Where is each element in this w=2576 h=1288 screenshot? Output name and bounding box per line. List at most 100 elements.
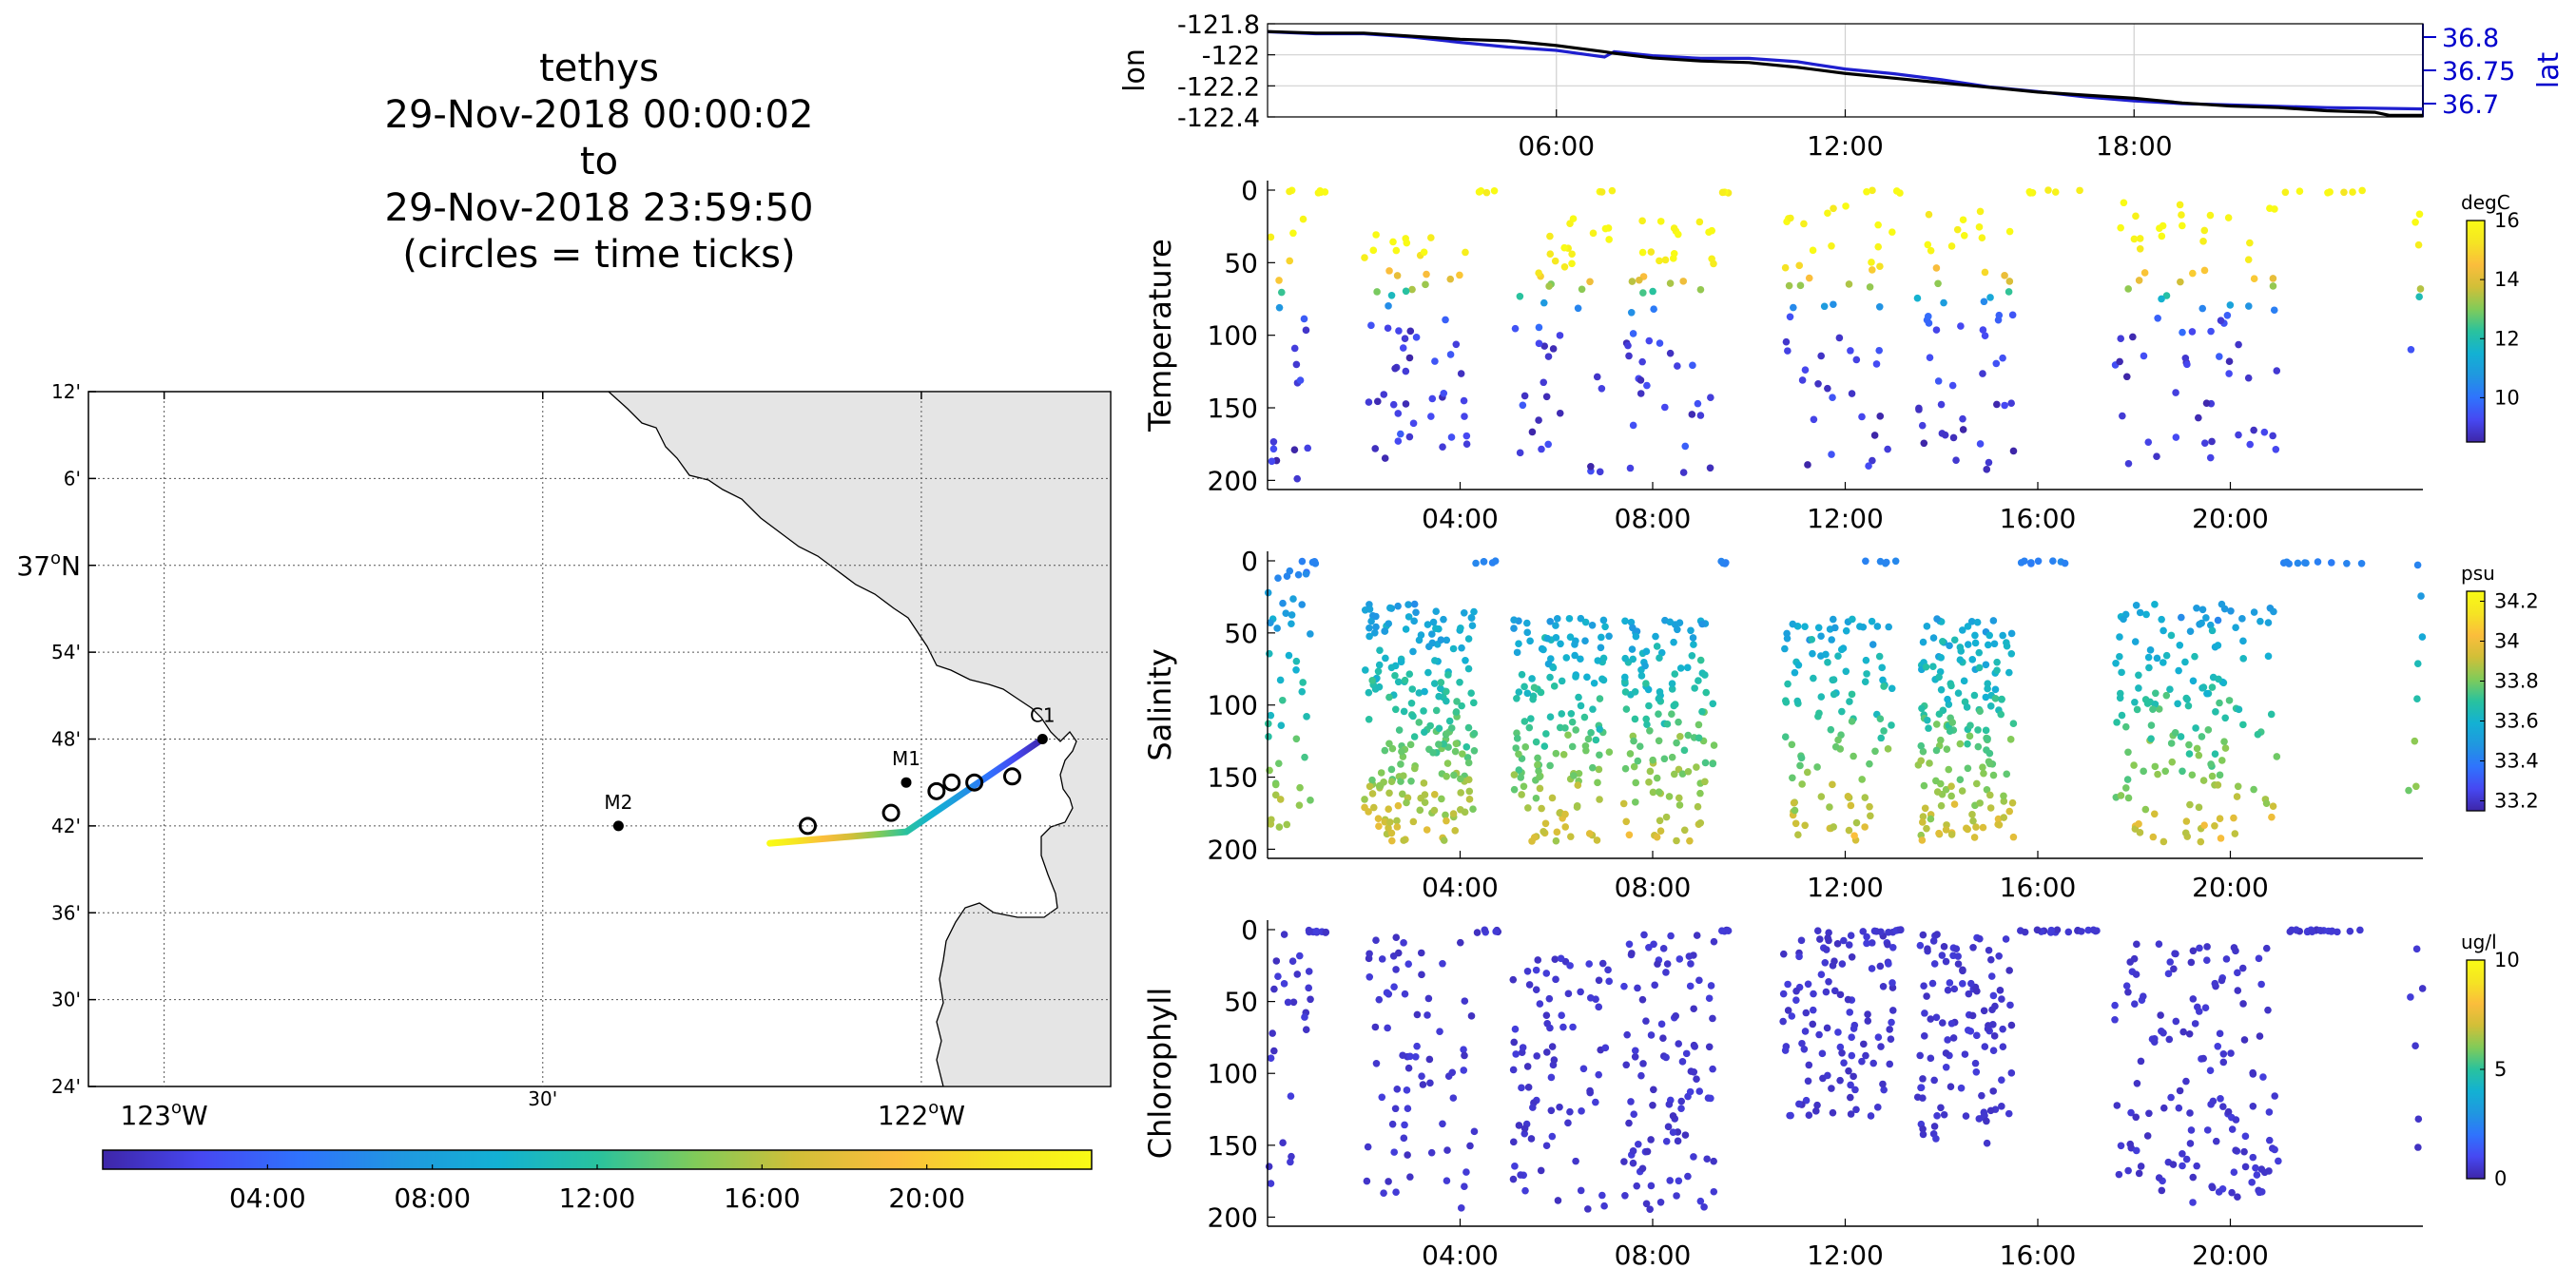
salinity-y-tick-label: 0: [1241, 546, 1258, 577]
salinity-sample-point: [1848, 690, 1856, 699]
chlorophyll-sample-point: [2166, 958, 2175, 966]
temperature-sample-point: [1452, 340, 1461, 349]
salinity-sample-point: [1271, 780, 1280, 789]
salinity-sample-point: [1457, 775, 1464, 783]
time-tick-circle: [1002, 767, 1021, 786]
salinity-sample-point: [1991, 695, 2000, 702]
temperature-sample-point: [1925, 319, 1933, 327]
chlorophyll-sample-point: [1968, 1011, 1977, 1020]
temperature-sample-point: [1384, 324, 1392, 333]
temperature-sample-point: [2414, 240, 2423, 249]
temperature-sample-point: [1824, 209, 1831, 218]
lon-axis-label: lon: [1118, 48, 1152, 92]
salinity-sample-point: [1543, 634, 1552, 643]
chlorophyll-sample-point: [1990, 1032, 1999, 1040]
salinity-sample-point: [1929, 663, 1937, 671]
salinity-sample-point: [1572, 726, 1579, 734]
salinity-sample-point: [1696, 818, 1705, 827]
temperature-sample-point: [1394, 437, 1403, 445]
salinity-sample-point: [1885, 623, 1892, 631]
salinity-sample-point: [2195, 751, 2203, 759]
chlorophyll-sample-point: [1959, 980, 1966, 988]
salinity-sample-point: [1298, 687, 1307, 696]
chlorophyll-sample-point: [1985, 946, 1993, 954]
chlorophyll-sample-point: [1928, 979, 1937, 988]
chlorophyll-sample-point: [2262, 944, 2271, 952]
salinity-sample-point: [1467, 614, 1476, 622]
temperature-sample-point: [1286, 257, 1294, 265]
temperature-sample-point: [2235, 340, 2242, 349]
salinity-sample-point: [1660, 755, 1669, 763]
chlorophyll-sample-point: [1961, 1050, 1969, 1058]
salinity-sample-point: [1822, 650, 1830, 659]
salinity-sample-point: [1590, 679, 1598, 687]
salinity-sample-point: [1880, 727, 1888, 735]
salinity-sample-point: [2116, 652, 2123, 661]
temperature-sample-point: [2200, 439, 2209, 447]
chlorophyll-sample-point: [1846, 1009, 1854, 1016]
salinity-sample-point: [1696, 789, 1704, 798]
chlorophyll-sample-point: [1392, 966, 1400, 973]
chlorophyll-sample-point: [1302, 1026, 1310, 1034]
chlorophyll-sample-point: [1684, 1172, 1692, 1181]
chlorophyll-sample-point: [1542, 970, 1551, 977]
chlorophyll-sample-point: [1996, 987, 2005, 994]
salinity-sample-point: [1643, 721, 1651, 729]
salinity-sample-point: [1964, 764, 1972, 773]
temperature-sample-point: [1805, 274, 1813, 282]
temperature-sample-point: [1624, 341, 1632, 350]
salinity-sample-point: [2120, 615, 2127, 624]
salinity-sample-point: [1361, 796, 1368, 803]
chlorophyll-sample-point: [1647, 1182, 1656, 1190]
chlorophyll-sample-point: [1836, 1076, 1844, 1085]
salinity-sample-point: [2151, 762, 2160, 771]
chlorophyll-sample-point: [2132, 1146, 2140, 1155]
temperature-sample-point: [2129, 333, 2137, 341]
salinity-sample-point: [2009, 720, 2018, 728]
chlorophyll-sample-point: [1604, 966, 1612, 974]
salinity-sample-point: [1698, 707, 1706, 716]
salinity-sample-point: [1374, 667, 1383, 676]
salinity-sample-point: [1308, 558, 1317, 567]
salinity-sample-point: [1491, 557, 1500, 565]
chlorophyll-sample-point: [1952, 945, 1961, 952]
temperature-sample-point: [1681, 442, 1690, 451]
chlorophyll-sample-point: [1287, 1092, 1295, 1100]
temperature-sample-point: [1402, 367, 1410, 375]
salinity-sample-point: [1447, 724, 1456, 732]
temperature-sample-point: [1940, 298, 1947, 307]
temperature-sample-point: [1992, 359, 2001, 368]
salinity-sample-point: [1402, 625, 1410, 633]
salinity-sample-point: [2185, 740, 2193, 749]
chlorophyll-sample-point: [1927, 1054, 1935, 1063]
chlorophyll-sample-point: [1551, 955, 1559, 963]
salinity-sample-point: [1798, 780, 1806, 788]
chlorophyll-sample-point: [2111, 1015, 2119, 1024]
station-marker: [1036, 734, 1048, 744]
salinity-points: [1264, 557, 2427, 846]
chlorophyll-sample-point: [2131, 1000, 2139, 1009]
temperature-sample-point: [1643, 381, 1651, 390]
temperature-sample-point: [2181, 354, 2190, 362]
salinity-sample-point: [2208, 626, 2217, 635]
chlorophyll-sample-point: [1558, 1011, 1565, 1019]
salinity-sample-point: [1575, 693, 1582, 702]
chlorophyll-sample-point: [1975, 1115, 1984, 1123]
chlorophyll-sample-point: [1802, 1009, 1811, 1017]
chlorophyll-sample-point: [2160, 1104, 2168, 1112]
salinity-sample-point: [1862, 557, 1869, 566]
salinity-sample-point: [2160, 837, 2168, 846]
salinity-sample-point: [1634, 757, 1642, 765]
chlorophyll-sample-point: [1629, 1147, 1637, 1155]
salinity-sample-point: [1656, 827, 1665, 835]
temperature-sample-point: [1578, 285, 1586, 294]
chlorophyll-sample-point: [1932, 1135, 1940, 1143]
chlorophyll-sample-point: [1850, 1072, 1857, 1081]
salinity-sample-point: [1520, 718, 1529, 725]
salinity-sample-point: [1932, 721, 1941, 728]
salinity-sample-point: [1285, 651, 1293, 660]
chlorophyll-sample-point: [1823, 1024, 1831, 1032]
temperature-sample-point: [1975, 223, 1984, 231]
chlorophyll-sample-point: [1512, 1050, 1520, 1058]
